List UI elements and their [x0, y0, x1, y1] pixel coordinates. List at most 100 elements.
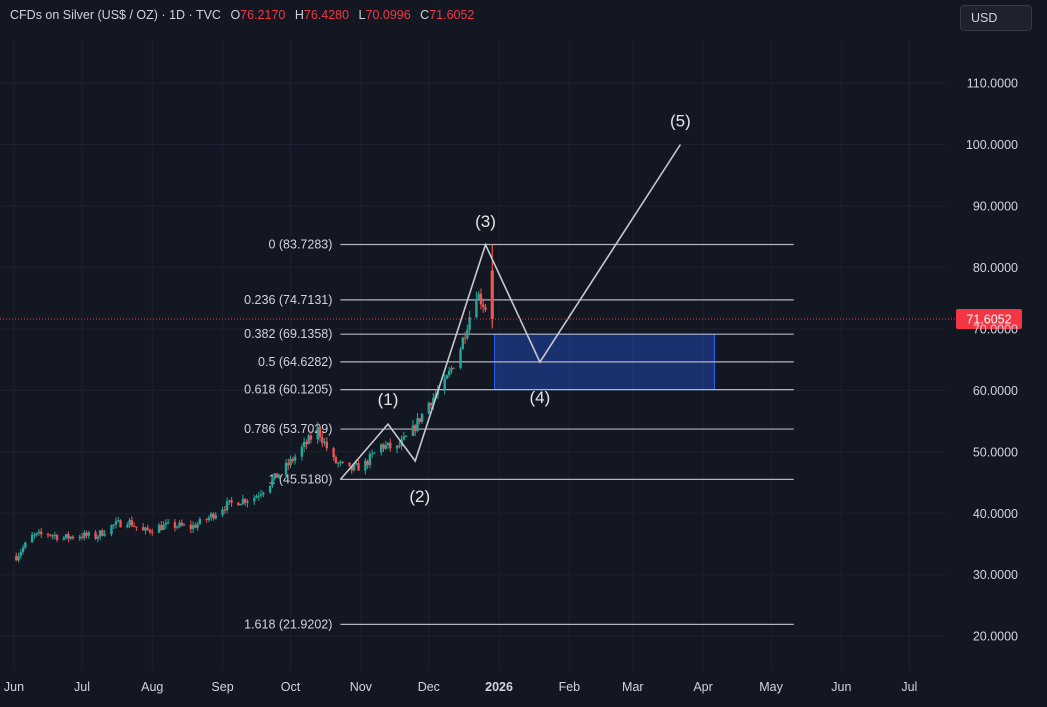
- candle-body: [78, 536, 81, 539]
- candle-body: [239, 504, 242, 506]
- candle-body: [373, 452, 376, 454]
- interval-label[interactable]: 1D: [169, 8, 186, 22]
- fib-level-label: 0.382 (69.1358): [244, 327, 332, 341]
- candle-body: [348, 462, 351, 467]
- candle-body: [364, 460, 367, 471]
- candle-body: [64, 534, 68, 538]
- time-axis-label: Dec: [418, 680, 440, 694]
- candle-body: [284, 462, 288, 475]
- candle-body: [482, 304, 485, 308]
- currency-button[interactable]: USD: [960, 5, 1032, 31]
- candle-body: [309, 435, 313, 440]
- price-axis-label: 60.0000: [973, 384, 1018, 398]
- candle-body: [323, 441, 326, 443]
- symbol-legend: CFDs on Silver (US$ / OZ) · 1D · TVC O76…: [10, 8, 474, 22]
- time-axis-label: Mar: [622, 680, 644, 694]
- candle-body: [307, 435, 310, 444]
- candle-body: [96, 536, 100, 539]
- candle-body: [414, 425, 417, 432]
- fib-level-label: 0.236 (74.7131): [244, 293, 332, 307]
- candle-body: [83, 532, 86, 538]
- wave-label: (3): [475, 212, 496, 231]
- candle-body: [477, 293, 480, 299]
- candle-body: [46, 534, 50, 536]
- price-axis-label: 110.0000: [967, 77, 1018, 91]
- candle-body: [157, 524, 161, 533]
- candle-body: [244, 498, 247, 503]
- time-axis-label: Feb: [559, 680, 581, 694]
- time-axis-label: Jul: [901, 680, 917, 694]
- candle-body: [382, 444, 385, 449]
- candle-body: [418, 418, 421, 422]
- candle-body: [300, 446, 304, 457]
- candle-body: [196, 524, 199, 528]
- candle-body: [55, 534, 59, 540]
- candle-body: [404, 435, 408, 437]
- candle-body: [461, 337, 465, 350]
- candle-body: [225, 501, 229, 511]
- candle-body: [305, 441, 308, 444]
- candle-body: [87, 532, 91, 536]
- candle-body: [148, 529, 152, 532]
- price-axis-label: 80.0000: [973, 261, 1018, 275]
- time-axis-label: Oct: [281, 680, 301, 694]
- candle-body: [445, 375, 449, 379]
- candle-body: [325, 441, 329, 449]
- price-axis-label: 50.0000: [973, 445, 1018, 459]
- candle-body: [37, 531, 41, 534]
- candle-body: [448, 370, 451, 376]
- candle-body: [273, 473, 276, 479]
- candle-body: [67, 534, 70, 539]
- candle-body: [135, 526, 138, 528]
- candle-body: [51, 535, 54, 537]
- candle-body: [223, 509, 227, 511]
- candle-body: [287, 462, 290, 466]
- candle-body: [332, 448, 335, 458]
- price-axis-label: 70.0000: [973, 322, 1018, 336]
- candle-body: [459, 349, 462, 368]
- candle-body: [278, 474, 281, 478]
- candle-body: [80, 536, 84, 538]
- candle-body: [452, 367, 455, 369]
- candle-body: [339, 461, 342, 463]
- candle-body: [15, 556, 18, 561]
- candle-body: [490, 270, 494, 320]
- candle-body: [275, 473, 279, 478]
- candle-body: [380, 444, 383, 453]
- candle-body: [246, 501, 249, 503]
- candle-body: [49, 534, 52, 536]
- candle-body: [101, 530, 104, 536]
- candle-body: [30, 534, 34, 543]
- candle-body: [316, 427, 319, 440]
- legend-separator: ·: [188, 8, 196, 22]
- candle-body: [21, 547, 25, 553]
- candle-body: [268, 485, 272, 493]
- wave-label: (2): [409, 487, 430, 506]
- candle-body: [463, 337, 467, 339]
- candle-body: [466, 329, 469, 339]
- candle-body: [19, 552, 23, 556]
- symbol-name[interactable]: CFDs on Silver (US$ / OZ): [10, 8, 158, 22]
- wave-label: (1): [378, 390, 399, 409]
- candle-body: [271, 478, 274, 486]
- candle-body: [484, 307, 487, 310]
- candle-body: [468, 317, 471, 330]
- time-axis: Jun Jul Aug Sep Oct Nov Dec 2026 Feb Mar Apr May Jun…: [4, 680, 917, 694]
- low-key: L: [358, 8, 366, 22]
- close-key: C: [420, 8, 430, 22]
- fib-level-label: 1 (45.5180): [268, 472, 332, 486]
- price-axis-label: 20.0000: [973, 630, 1018, 644]
- candle-body: [402, 436, 406, 440]
- price-axis-label: 30.0000: [973, 568, 1018, 582]
- candle-body: [262, 492, 265, 495]
- candle-body: [126, 525, 129, 528]
- candle-body: [198, 518, 202, 525]
- elliott-wave-path[interactable]: [339, 144, 682, 481]
- candle-body: [352, 464, 356, 471]
- elliott-wave-layer: (1) (2) (3) (4) (5): [339, 112, 691, 506]
- candle-body: [40, 531, 43, 535]
- grid-layer: [0, 40, 945, 670]
- candle-body: [191, 525, 195, 530]
